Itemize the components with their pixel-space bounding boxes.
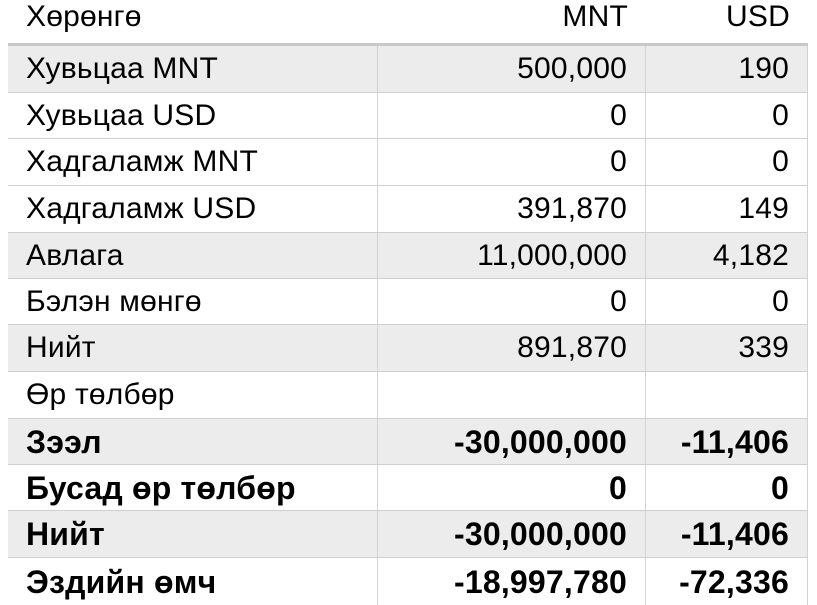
row-usd-cell: -11,406 (646, 511, 808, 557)
row-label: Өр төлбөр (26, 378, 175, 411)
row-label-cell: Өр төлбөр (8, 372, 378, 418)
row-mnt-cell: 0 (378, 139, 646, 185)
row-usd-cell: 339 (646, 325, 808, 371)
row-mnt-value: 0 (610, 145, 627, 178)
row-usd-value: 0 (772, 284, 789, 318)
table-row: Хувьцаа USD 0 0 (8, 93, 808, 139)
table-header: Хөрөнгө MNT USD (8, 0, 808, 46)
row-usd-cell: 0 (646, 139, 808, 185)
row-label: Авлага (26, 238, 124, 272)
row-mnt-value: 11,000,000 (477, 238, 627, 272)
table-row: Хадгаламж USD 391,870 149 (8, 186, 808, 233)
row-usd-value: 0 (772, 145, 789, 178)
row-mnt-value: 891,870 (517, 331, 627, 364)
row-usd-value: -72,336 (679, 563, 789, 600)
header-label: Хөрөнгө (26, 0, 142, 33)
row-mnt-cell: -30,000,000 (378, 419, 646, 464)
row-label: Эздийн өмч (26, 563, 217, 600)
row-usd-value: 0 (771, 469, 789, 506)
row-usd-value: 339 (738, 331, 789, 364)
header-usd-cell: USD (646, 0, 808, 43)
row-mnt-cell (378, 372, 646, 418)
row-usd-value: 190 (738, 52, 789, 85)
row-mnt-value: 500,000 (517, 52, 627, 85)
row-label: Хадгаламж MNT (26, 145, 258, 178)
row-usd-cell: 4,182 (646, 233, 808, 278)
balance-sheet-table: Хөрөнгө MNT USD Хувьцаа MNT 500,000 190 … (8, 0, 810, 605)
row-label-cell: Хадгаламж USD (8, 186, 378, 232)
row-mnt-cell: -30,000,000 (378, 511, 646, 557)
row-mnt-cell: 11,000,000 (378, 233, 646, 278)
row-label: Бэлэн мөнгө (26, 284, 202, 318)
row-mnt-value: 0 (610, 284, 627, 318)
row-label-cell: Авлага (8, 233, 378, 278)
table-row: Бэлэн мөнгө 0 0 (8, 279, 808, 325)
table-row: Хувьцаа MNT 500,000 190 (8, 46, 808, 93)
table-row: Бусад өр төлбөр 0 0 (8, 465, 808, 511)
row-usd-value: -11,406 (680, 423, 789, 460)
row-label: Нийт (26, 516, 105, 552)
row-mnt-value: 0 (610, 98, 627, 132)
row-mnt-cell: 0 (378, 93, 646, 138)
header-usd: USD (726, 0, 790, 33)
row-usd-value: 4,182 (712, 238, 789, 272)
row-usd-cell: -11,406 (646, 419, 808, 464)
row-label-cell: Эздийн өмч (8, 558, 378, 605)
row-label-cell: Бэлэн мөнгө (8, 279, 378, 324)
row-mnt-value: 391,870 (517, 192, 627, 225)
row-usd-cell: 0 (646, 93, 808, 138)
row-mnt-cell: -18,997,780 (378, 558, 646, 605)
row-mnt-cell: 391,870 (378, 186, 646, 232)
table-row: Өр төлбөр (8, 372, 808, 419)
table-row: Зээл -30,000,000 -11,406 (8, 419, 808, 465)
row-label-cell: Хадгаламж MNT (8, 139, 378, 185)
row-label-cell: Нийт (8, 511, 378, 557)
row-label-cell: Зээл (8, 419, 378, 464)
row-label: Хувьцаа MNT (26, 52, 218, 85)
header-label-cell: Хөрөнгө (8, 0, 378, 43)
row-mnt-cell: 0 (378, 465, 646, 510)
row-usd-value: 0 (772, 98, 789, 132)
row-label-cell: Нийт (8, 325, 378, 371)
row-usd-value: 149 (738, 192, 789, 225)
row-mnt-cell: 891,870 (378, 325, 646, 371)
row-usd-value: -11,406 (680, 516, 789, 552)
row-usd-cell: -72,336 (646, 558, 808, 605)
row-usd-cell: 149 (646, 186, 808, 232)
table-row: Хадгаламж MNT 0 0 (8, 139, 808, 186)
table-row: Нийт 891,870 339 (8, 325, 808, 372)
row-mnt-value: 0 (609, 469, 627, 506)
row-mnt-value: -18,997,780 (453, 563, 627, 600)
row-label: Зээл (26, 423, 102, 460)
row-label: Хувьцаа USD (26, 98, 217, 132)
row-mnt-value: -30,000,000 (453, 516, 627, 552)
table-row: Нийт -30,000,000 -11,406 (8, 511, 808, 558)
row-label-cell: Бусад өр төлбөр (8, 465, 378, 510)
table-row: Эздийн өмч -18,997,780 -72,336 (8, 558, 808, 605)
row-label-cell: Хувьцаа USD (8, 93, 378, 138)
row-label-cell: Хувьцаа MNT (8, 46, 378, 92)
row-usd-cell: 190 (646, 46, 808, 92)
table-row: Авлага 11,000,000 4,182 (8, 233, 808, 279)
row-usd-cell: 0 (646, 465, 808, 510)
row-label: Бусад өр төлбөр (26, 469, 296, 506)
row-mnt-cell: 500,000 (378, 46, 646, 92)
row-mnt-value: -30,000,000 (453, 423, 627, 460)
row-label: Хадгаламж USD (26, 192, 257, 225)
row-usd-cell (646, 372, 808, 418)
row-mnt-cell: 0 (378, 279, 646, 324)
header-mnt-cell: MNT (378, 0, 646, 43)
header-mnt: MNT (562, 0, 628, 33)
row-label: Нийт (26, 331, 96, 364)
row-usd-cell: 0 (646, 279, 808, 324)
